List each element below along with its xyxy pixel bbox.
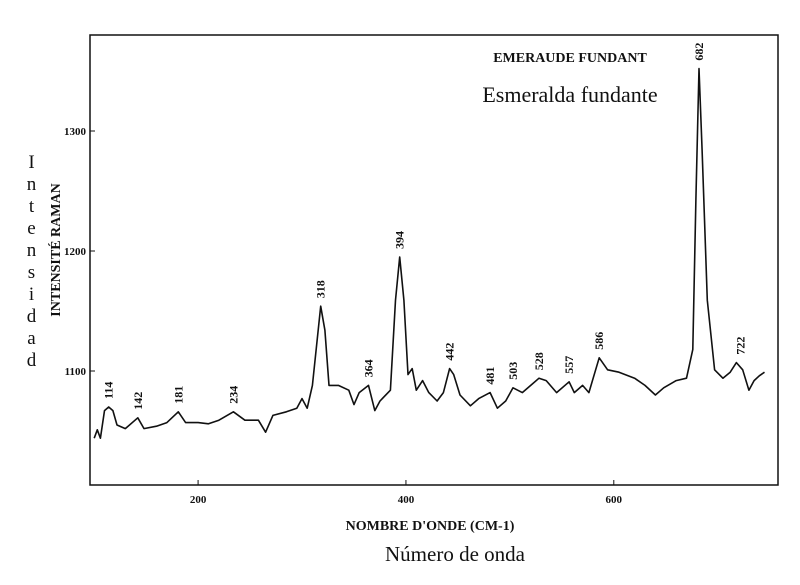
peak-label: 481 bbox=[483, 367, 497, 385]
peak-label: 114 bbox=[102, 382, 116, 399]
chart-subtitle: Esmeralda fundante bbox=[482, 82, 657, 107]
y-axis-label-es: Intensidad bbox=[21, 152, 42, 372]
peak-label: 234 bbox=[226, 386, 240, 404]
peak-label: 394 bbox=[393, 231, 407, 249]
y-tick-label: 1100 bbox=[65, 366, 87, 378]
spectrum-line bbox=[93, 67, 765, 439]
x-tick-label: 600 bbox=[606, 494, 623, 506]
peak-label: 181 bbox=[171, 386, 185, 404]
y-axis-label: INTENSITÉ RAMAN bbox=[47, 183, 64, 316]
chart-title: EMERAUDE FUNDANT bbox=[493, 51, 647, 66]
x-axis-label: NOMBRE D'ONDE (CM-1) bbox=[346, 519, 515, 534]
x-axis-label-es: Número de onda bbox=[385, 542, 526, 566]
peak-label: 364 bbox=[362, 359, 376, 377]
peak-label: 442 bbox=[443, 343, 457, 361]
plot-frame bbox=[89, 34, 779, 486]
peak-label: 586 bbox=[592, 332, 606, 350]
peak-label: 318 bbox=[314, 280, 328, 298]
peak-label: 682 bbox=[692, 43, 706, 61]
peak-label: 557 bbox=[562, 356, 576, 374]
peak-label: 142 bbox=[131, 392, 145, 410]
x-tick-label: 200 bbox=[190, 494, 207, 506]
peak-label: 722 bbox=[734, 337, 748, 355]
x-tick-label: 400 bbox=[398, 494, 415, 506]
peak-label: 503 bbox=[506, 362, 520, 380]
y-tick-label: 1200 bbox=[64, 246, 87, 258]
peak-label: 528 bbox=[532, 352, 546, 370]
y-tick-label: 1300 bbox=[64, 126, 87, 138]
